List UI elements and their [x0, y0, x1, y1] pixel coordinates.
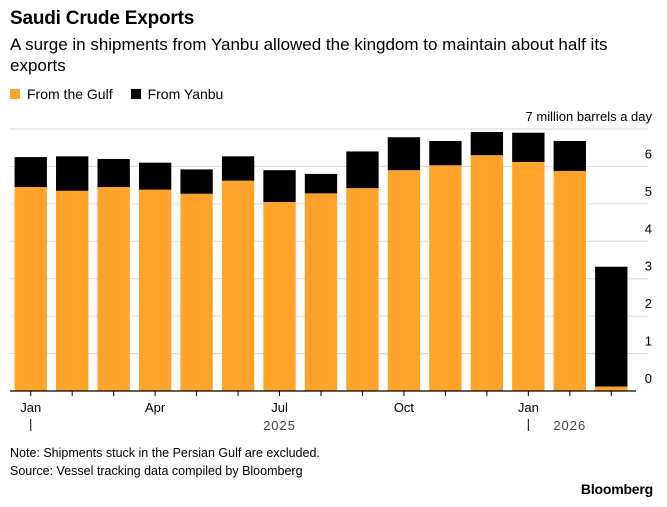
- bar-gulf-2026-02: [553, 170, 586, 391]
- bar-yanbu-2025-11: [429, 140, 462, 166]
- bar-yanbu-2025-05: [180, 169, 213, 194]
- bar-yanbu-2025-07: [263, 170, 296, 202]
- legend-label-gulf: From the Gulf: [27, 86, 113, 102]
- bar-yanbu-2025-12: [470, 131, 504, 156]
- y-tick-label-0: 0: [645, 371, 652, 386]
- x-tick-label-2025-10: Oct: [394, 400, 415, 415]
- bar-yanbu-2025-01: [14, 157, 47, 188]
- y-tick-label-3: 3: [645, 259, 652, 274]
- bar-gulf-2025-07: [263, 201, 296, 391]
- x-tick-label-2025-04: Apr: [145, 400, 166, 415]
- bloomberg-logo: Bloomberg: [580, 481, 653, 497]
- bar-gulf-2025-04: [138, 189, 172, 391]
- chart-title: Saudi Crude Exports: [10, 8, 195, 29]
- legend: From the Gulf From Yanbu: [10, 86, 241, 102]
- bar-yanbu-2025-04: [138, 162, 172, 190]
- chart-note: Note: Shipments stuck in the Persian Gul…: [10, 446, 320, 460]
- bar-yanbu-2025-06: [221, 156, 255, 181]
- bar-yanbu-2026-03: [595, 266, 628, 387]
- bar-gulf-2025-11: [429, 165, 462, 391]
- bar-gulf-2025-02: [56, 190, 89, 391]
- bar-gulf-2025-09: [346, 188, 379, 391]
- bar-gulf-2025-10: [387, 170, 421, 391]
- y-tick-label-1: 1: [645, 334, 652, 349]
- bar-gulf-2025-05: [180, 193, 213, 391]
- y-tick-label-5: 5: [645, 184, 652, 199]
- legend-swatch-yanbu: [130, 89, 141, 99]
- bar-gulf-2025-01: [14, 187, 47, 391]
- chart-subtitle: A surge in shipments from Yanbu allowed …: [10, 35, 608, 75]
- legend-item-gulf: From the Gulf: [10, 86, 113, 102]
- legend-swatch-gulf: [10, 89, 20, 99]
- stacked-bar-chart: 0 1 2 3 4 5 6 7 million barrels a day Jan Apr Jul O…: [10, 109, 653, 433]
- legend-label-yanbu: From Yanbu: [147, 86, 224, 102]
- bar-yanbu-2025-03: [97, 158, 130, 188]
- x-tick-label-2026-01: Jan: [518, 400, 539, 415]
- bar-gulf-2025-12: [470, 155, 504, 391]
- y-tick-label-6: 6: [645, 146, 652, 161]
- year-label-2026: 2026: [553, 418, 586, 433]
- bar-yanbu-2026-01: [512, 132, 545, 162]
- bar-yanbu-2025-02: [56, 156, 89, 191]
- bar-yanbu-2026-02: [553, 140, 586, 171]
- bar-gulf-2026-03: [595, 386, 628, 391]
- x-tick-label-2025-07: Jul: [271, 400, 288, 415]
- y-tick-label-4: 4: [645, 221, 652, 236]
- y-axis-unit-label: 7 million barrels a day: [526, 109, 653, 124]
- bar-yanbu-2025-08: [304, 173, 338, 194]
- chart-source: Source: Vessel tracking data compiled by…: [10, 464, 303, 478]
- legend-item-yanbu: From Yanbu: [130, 86, 224, 102]
- bar-yanbu-2025-10: [387, 137, 421, 171]
- y-tick-label-2: 2: [645, 296, 652, 311]
- bar-gulf-2025-08: [304, 193, 338, 391]
- year-label-2025: 2025: [263, 418, 296, 433]
- bar-gulf-2025-06: [221, 180, 255, 391]
- bar-yanbu-2025-09: [346, 151, 379, 189]
- bar-gulf-2026-01: [512, 161, 545, 391]
- bar-gulf-2025-03: [97, 187, 130, 391]
- x-tick-label-2025-01: Jan: [20, 400, 41, 415]
